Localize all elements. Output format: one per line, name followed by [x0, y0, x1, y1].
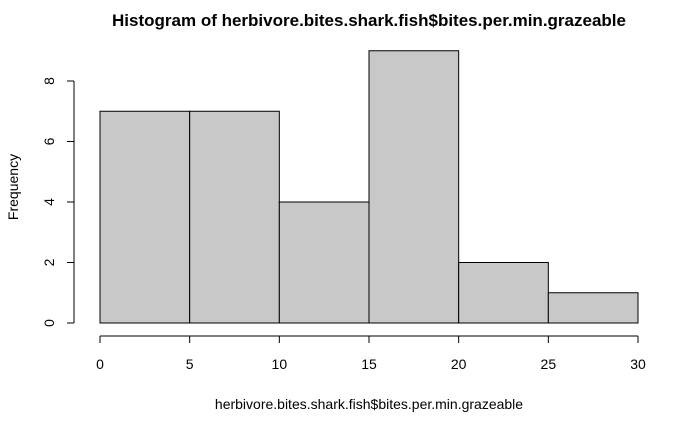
- x-axis: 0 5 10 15 20 25 30: [96, 335, 646, 372]
- x-tick-label-0: 0: [96, 356, 104, 372]
- x-tick-label-1: 5: [186, 356, 194, 372]
- histogram-bar-0: [99, 110, 191, 324]
- histogram-bar-5: [547, 292, 639, 324]
- y-tick-label-0: 0: [41, 319, 57, 327]
- y-tick-label-1: 2: [41, 258, 57, 266]
- y-tick-label-3: 6: [41, 137, 57, 145]
- chart-title: Histogram of herbivore.bites.shark.fish$…: [112, 11, 626, 30]
- histogram-bar-3: [368, 50, 460, 324]
- x-tick-label-6: 30: [630, 356, 646, 372]
- y-tick-label-2: 4: [41, 198, 57, 206]
- x-tick-label-3: 15: [361, 356, 377, 372]
- y-axis-label: Frequency: [5, 154, 21, 220]
- x-axis-label: herbivore.bites.shark.fish$bites.per.min…: [215, 396, 523, 412]
- histogram-bar-1: [189, 110, 280, 324]
- y-tick-label-4: 8: [41, 77, 57, 85]
- histogram-bar-2: [278, 201, 370, 324]
- x-tick-label-4: 20: [451, 356, 467, 372]
- bars-group: [99, 50, 639, 324]
- x-tick-label-2: 10: [272, 356, 288, 372]
- histogram-bar-4: [458, 262, 549, 324]
- x-tick-label-5: 25: [541, 356, 557, 372]
- y-axis: 0 2 4 6 8: [41, 77, 75, 327]
